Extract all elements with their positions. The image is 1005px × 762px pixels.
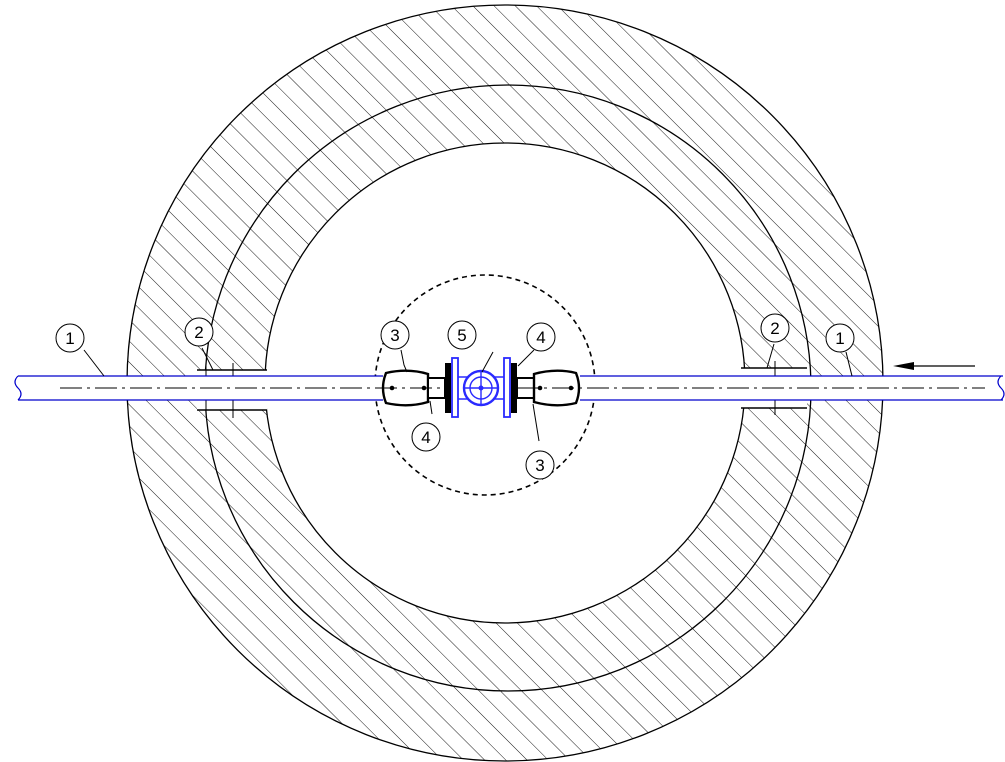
callout-right-sleeve: 2 [760,313,790,343]
left-flange [445,357,459,418]
right-flange [503,357,517,418]
svg-text:2: 2 [770,319,779,338]
svg-text:4: 4 [536,328,545,347]
callout-right-flange: 4 [526,322,556,352]
svg-text:1: 1 [835,329,844,348]
svg-text:3: 3 [535,456,544,475]
callout-valve: 5 [447,320,477,350]
outer-wall-hatched-ring [126,4,884,762]
svg-text:5: 5 [457,326,466,345]
svg-text:2: 2 [194,323,203,342]
callout-right-pipe: 1 [825,323,855,353]
callout-left-pipe: 1 [55,323,85,353]
leader-lines [83,343,853,442]
svg-text:4: 4 [421,428,430,447]
gate-valve [458,369,505,407]
svg-text:1: 1 [65,329,74,348]
callout-left-sleeve: 2 [184,317,214,347]
callout-right-reducer: 3 [525,450,555,480]
callout-left-reducer: 3 [380,320,410,350]
flow-arrow [893,362,975,370]
svg-text:3: 3 [390,326,399,345]
callout-left-flange: 4 [411,422,441,452]
